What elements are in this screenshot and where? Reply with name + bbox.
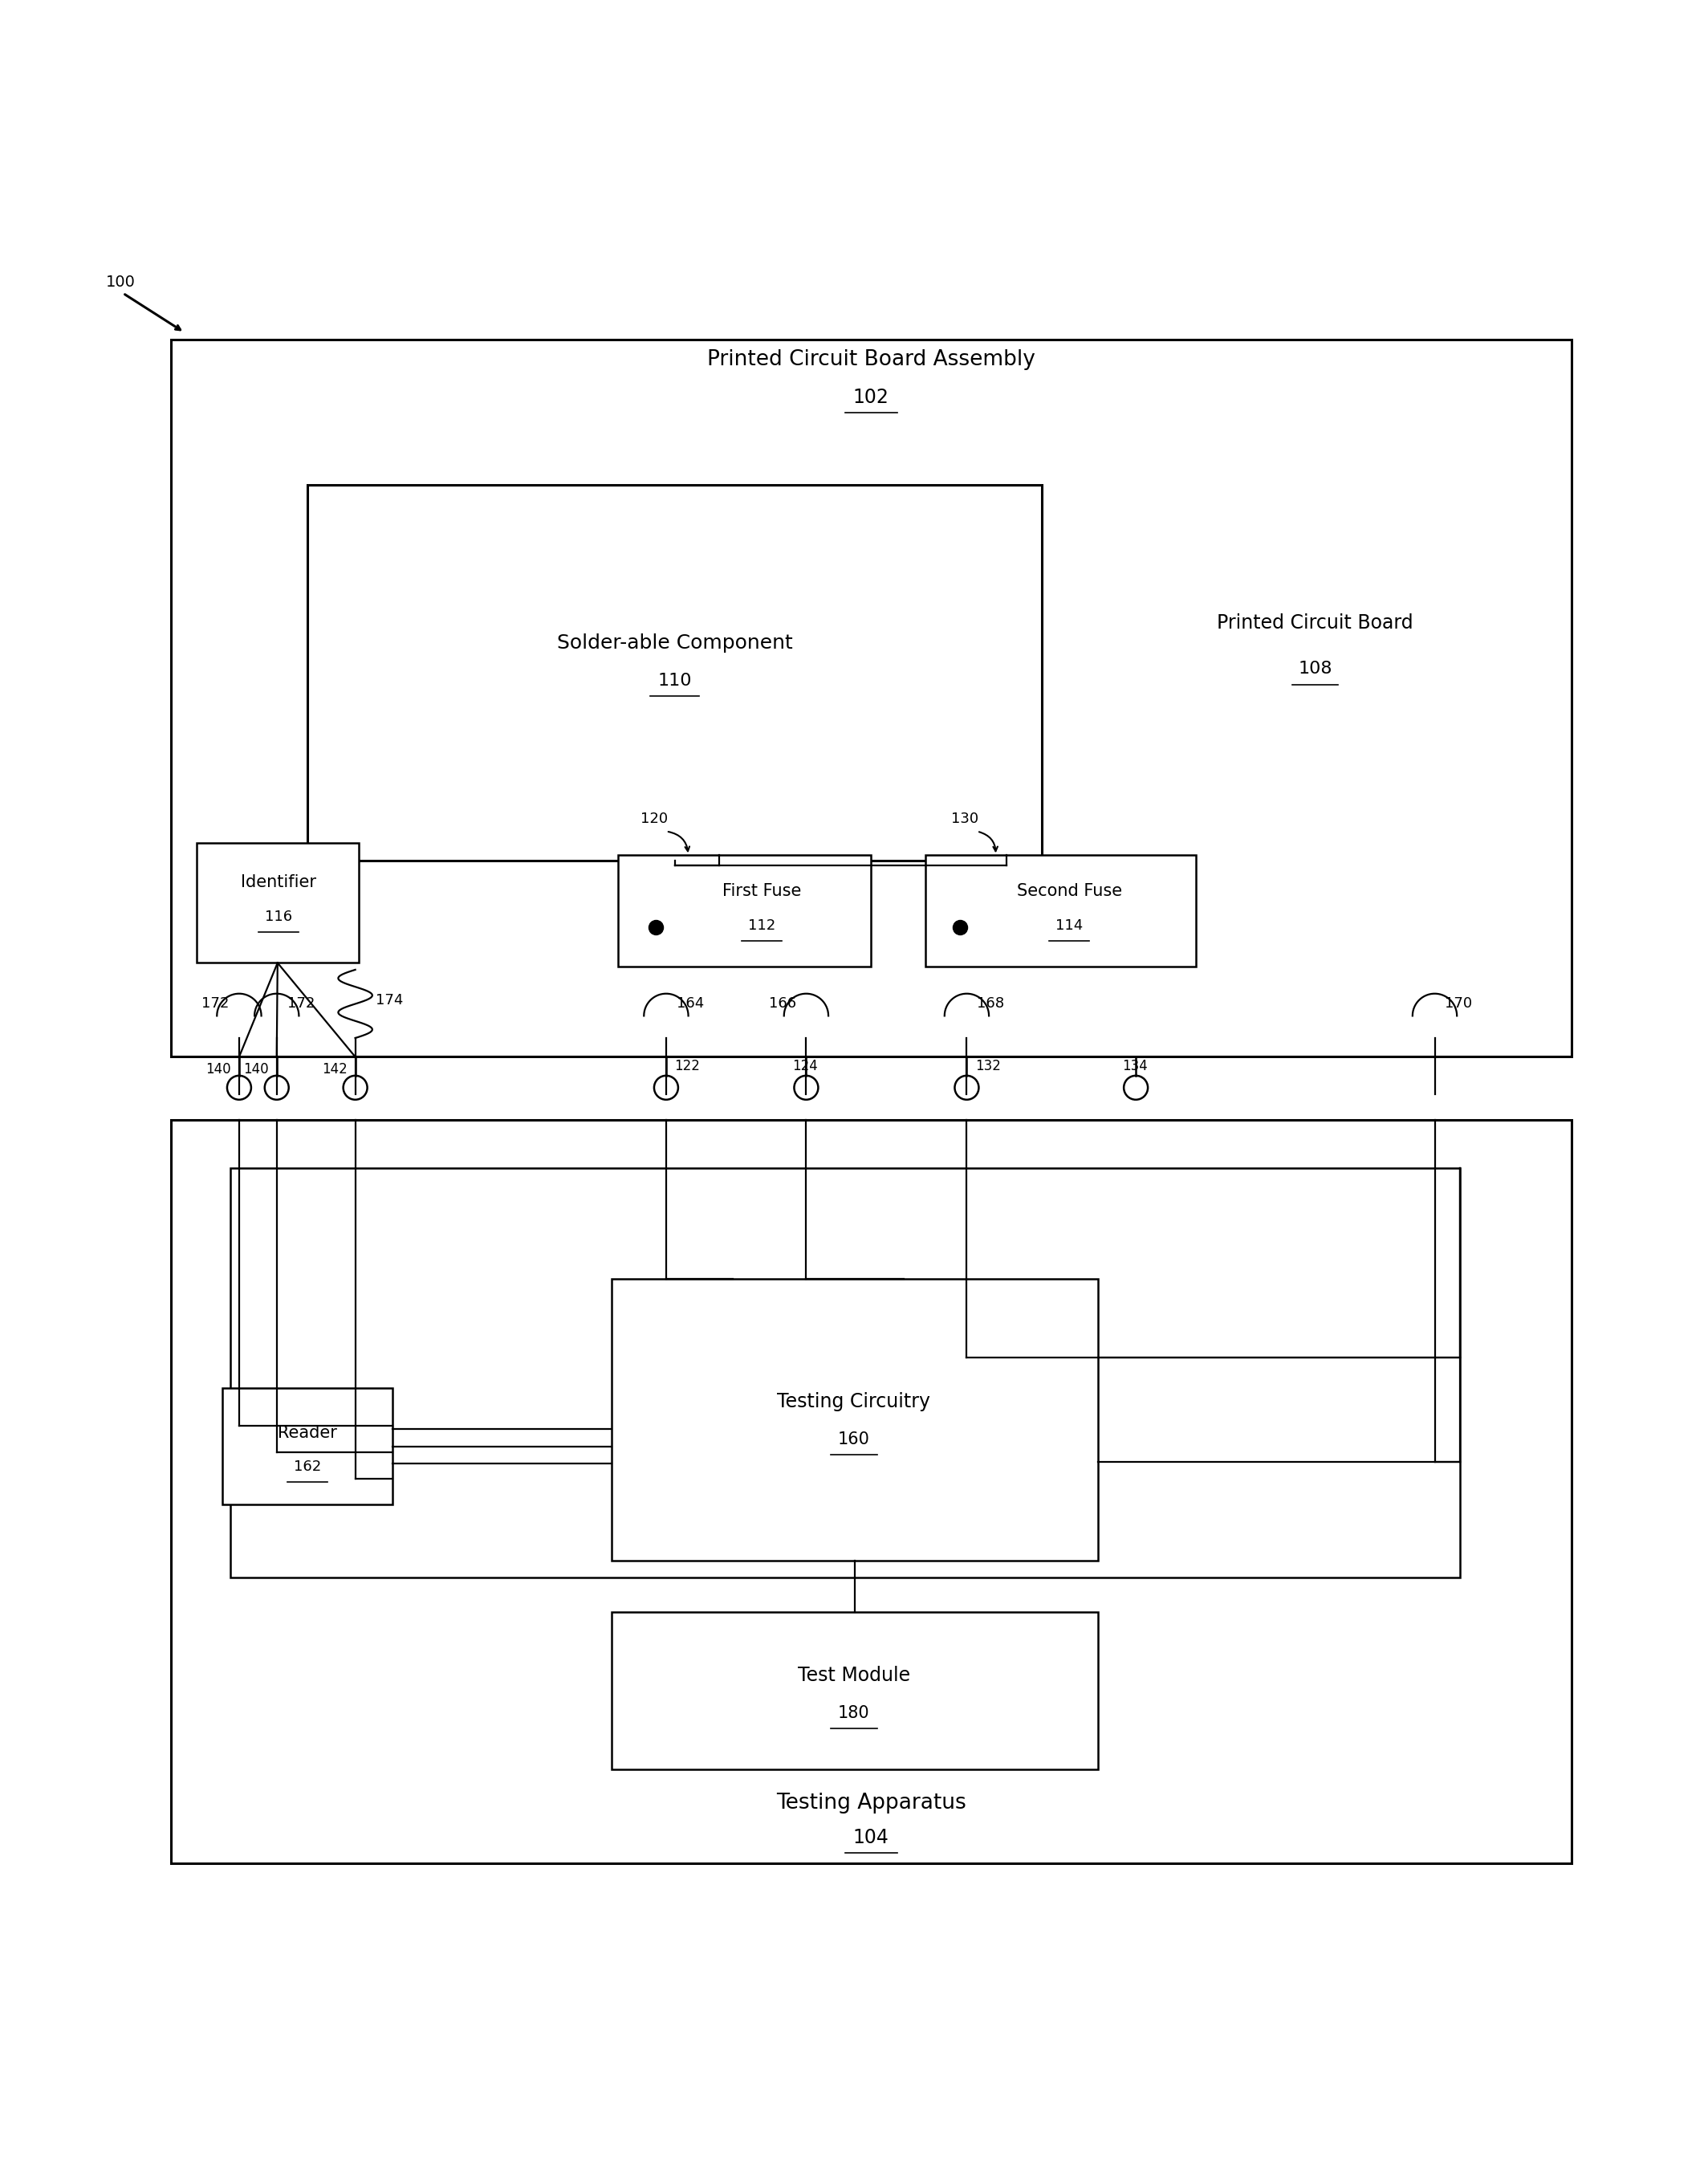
Text: Identifier: Identifier (241, 875, 316, 890)
Text: Testing Apparatus: Testing Apparatus (775, 1794, 967, 1813)
FancyBboxPatch shape (618, 855, 871, 967)
Text: 120: 120 (640, 812, 668, 827)
Text: 114: 114 (1056, 919, 1083, 932)
Text: 160: 160 (839, 1431, 869, 1447)
FancyBboxPatch shape (307, 484, 1042, 860)
Text: 110: 110 (658, 672, 692, 690)
Text: 170: 170 (1445, 997, 1472, 1010)
FancyBboxPatch shape (171, 340, 1571, 1056)
Text: 134: 134 (1122, 1058, 1148, 1074)
Text: 172: 172 (202, 997, 229, 1010)
Text: 102: 102 (852, 388, 890, 408)
Text: 116: 116 (265, 910, 292, 923)
Text: Test Module: Test Module (798, 1665, 910, 1685)
Text: Reader: Reader (278, 1425, 336, 1440)
Text: 132: 132 (975, 1058, 1001, 1074)
Text: Printed Circuit Board Assembly: Printed Circuit Board Assembly (707, 349, 1035, 371)
Text: 166: 166 (769, 997, 796, 1010)
Text: 180: 180 (839, 1704, 869, 1722)
FancyBboxPatch shape (196, 842, 359, 962)
Text: First Fuse: First Fuse (722, 884, 801, 899)
Text: 162: 162 (294, 1460, 321, 1475)
Text: 122: 122 (675, 1058, 700, 1074)
Text: Solder-able Component: Solder-able Component (557, 633, 793, 652)
Text: 140: 140 (244, 1063, 268, 1076)
Text: 164: 164 (676, 997, 704, 1010)
FancyBboxPatch shape (611, 1612, 1098, 1770)
FancyBboxPatch shape (231, 1167, 1460, 1578)
Text: 100: 100 (106, 275, 135, 290)
FancyBboxPatch shape (611, 1279, 1098, 1560)
Text: 172: 172 (287, 997, 314, 1010)
Text: Second Fuse: Second Fuse (1016, 884, 1122, 899)
Text: 174: 174 (376, 993, 403, 1008)
Text: 112: 112 (748, 919, 775, 932)
Text: 168: 168 (977, 997, 1004, 1010)
Text: 142: 142 (323, 1063, 347, 1076)
FancyBboxPatch shape (926, 855, 1196, 967)
Text: 140: 140 (207, 1063, 231, 1076)
Text: Testing Circuitry: Testing Circuitry (777, 1392, 931, 1412)
FancyBboxPatch shape (222, 1388, 393, 1503)
FancyBboxPatch shape (171, 1119, 1571, 1863)
Text: Printed Circuit Board: Printed Circuit Board (1218, 613, 1413, 633)
Text: 108: 108 (1298, 661, 1332, 676)
Text: 124: 124 (793, 1058, 818, 1074)
Text: 104: 104 (852, 1829, 890, 1848)
Text: 130: 130 (951, 812, 979, 827)
